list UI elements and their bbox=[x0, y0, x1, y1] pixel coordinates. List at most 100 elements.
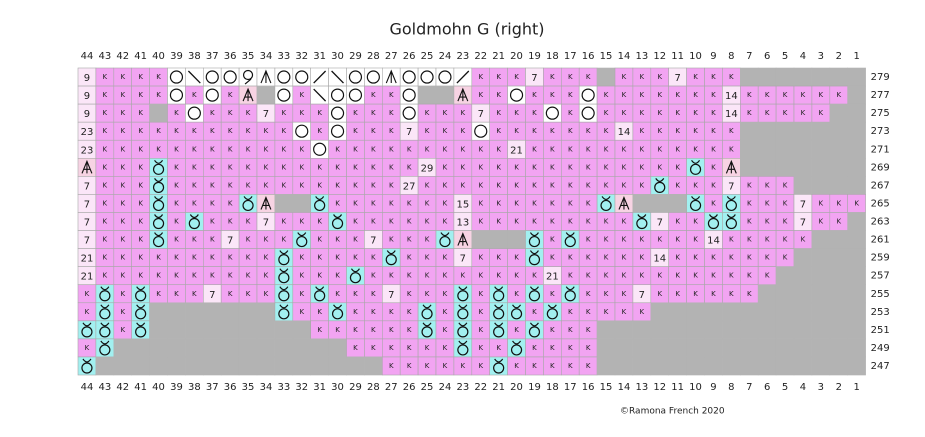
repeat-number: 9 bbox=[84, 91, 90, 102]
knit-label: K bbox=[443, 199, 448, 207]
knit-label: K bbox=[353, 181, 358, 189]
stitch-cell bbox=[775, 121, 795, 141]
knit-label: K bbox=[85, 308, 90, 316]
knit-label: K bbox=[711, 199, 716, 207]
yarn-over bbox=[420, 70, 434, 84]
knit-label: K bbox=[120, 73, 125, 81]
knit-label: K bbox=[801, 109, 806, 117]
column-label: 23 bbox=[456, 51, 469, 62]
stitch-cell bbox=[775, 139, 795, 159]
stitch-cell bbox=[238, 356, 258, 376]
double-decrease bbox=[618, 195, 630, 210]
twisted-stitch bbox=[99, 344, 111, 356]
knit-label: K bbox=[729, 272, 734, 280]
twisted-stitch bbox=[135, 326, 147, 338]
knit-label: K bbox=[550, 145, 555, 153]
knit-label: K bbox=[103, 218, 108, 226]
stitch-cell bbox=[775, 67, 795, 87]
knit-label: K bbox=[657, 163, 662, 171]
yarn-over bbox=[402, 88, 416, 102]
column-label: 26 bbox=[403, 382, 416, 393]
row-label: 279 bbox=[871, 72, 890, 83]
knit-label: K bbox=[604, 218, 609, 226]
twisted-stitch-top bbox=[565, 232, 575, 237]
knit-label: K bbox=[210, 163, 215, 171]
yarn-over bbox=[474, 124, 488, 138]
stitch-cell bbox=[274, 338, 294, 358]
stitch-cell bbox=[829, 248, 848, 267]
knit-label: K bbox=[156, 290, 161, 298]
knit-label: K bbox=[228, 199, 233, 207]
column-label: 13 bbox=[635, 51, 648, 62]
stitch-cell bbox=[739, 320, 759, 340]
knit-label: K bbox=[174, 163, 179, 171]
stitch-cell bbox=[77, 320, 97, 340]
knit-label: K bbox=[282, 181, 287, 189]
knit-label: K bbox=[765, 254, 770, 262]
twisted-stitch bbox=[510, 344, 523, 356]
knit-label: K bbox=[103, 272, 108, 280]
yarn-over bbox=[581, 106, 595, 120]
stitch-cell bbox=[220, 302, 240, 322]
stitch-cell bbox=[793, 67, 813, 87]
knit-label: K bbox=[389, 109, 394, 117]
stitch-cell bbox=[775, 266, 795, 286]
stitch-cell bbox=[95, 338, 115, 358]
repeat-number: 7 bbox=[263, 218, 269, 229]
knit-label: K bbox=[640, 73, 645, 81]
knit-label: K bbox=[389, 326, 394, 334]
knit-label: K bbox=[192, 290, 197, 298]
knit-label: K bbox=[586, 236, 591, 244]
knit-label: K bbox=[604, 181, 609, 189]
knit-label: K bbox=[711, 109, 716, 117]
stitch-cell bbox=[596, 356, 616, 376]
stitch-cell bbox=[95, 284, 115, 304]
knit-label: K bbox=[747, 109, 752, 117]
column-label: 6 bbox=[764, 51, 770, 62]
twisted-stitch-top bbox=[422, 322, 432, 327]
stitch-cell bbox=[775, 320, 795, 340]
knit-label: K bbox=[425, 272, 430, 280]
stitch-cell bbox=[775, 338, 795, 358]
repeat-number: 7 bbox=[800, 199, 806, 210]
knit-label: K bbox=[156, 91, 161, 99]
yarn-over bbox=[187, 106, 201, 120]
stitch-cell bbox=[632, 320, 652, 340]
column-label: 10 bbox=[689, 51, 702, 62]
stitch-cell bbox=[847, 139, 866, 159]
stitch-cell bbox=[811, 67, 831, 87]
knit-label: K bbox=[478, 254, 483, 262]
knit-label: K bbox=[335, 199, 340, 207]
knit-label: K bbox=[443, 127, 448, 135]
twisted-stitch-top bbox=[529, 322, 539, 327]
twisted-stitch-top bbox=[82, 358, 92, 363]
knit-label: K bbox=[120, 236, 125, 244]
stitch-cell bbox=[489, 284, 508, 304]
stitch-cell bbox=[829, 139, 848, 159]
yarn-over bbox=[223, 70, 237, 84]
twisted-stitch bbox=[528, 290, 541, 302]
knit-label: K bbox=[228, 163, 233, 171]
knit-label: K bbox=[210, 218, 215, 226]
knit-label: K bbox=[138, 127, 143, 135]
knit-label: K bbox=[711, 163, 716, 171]
knit-label: K bbox=[156, 254, 161, 262]
knit-label: K bbox=[711, 254, 716, 262]
twisted-stitch bbox=[81, 326, 93, 338]
knit-label: K bbox=[192, 181, 197, 189]
centered-decrease bbox=[385, 69, 397, 84]
knit-label: K bbox=[103, 236, 108, 244]
twisted-stitch-top bbox=[601, 196, 611, 201]
knit-label: K bbox=[550, 254, 555, 262]
twisted-stitch bbox=[152, 199, 165, 212]
knit-label: K bbox=[747, 218, 752, 226]
column-label: 40 bbox=[152, 51, 165, 62]
knit-label: K bbox=[496, 199, 501, 207]
knit-label: K bbox=[604, 145, 609, 153]
stitch-cell bbox=[167, 320, 186, 340]
knit-label: K bbox=[192, 145, 197, 153]
knit-label: K bbox=[443, 362, 448, 370]
knit-label: K bbox=[604, 91, 609, 99]
stitch-cell bbox=[847, 176, 866, 195]
